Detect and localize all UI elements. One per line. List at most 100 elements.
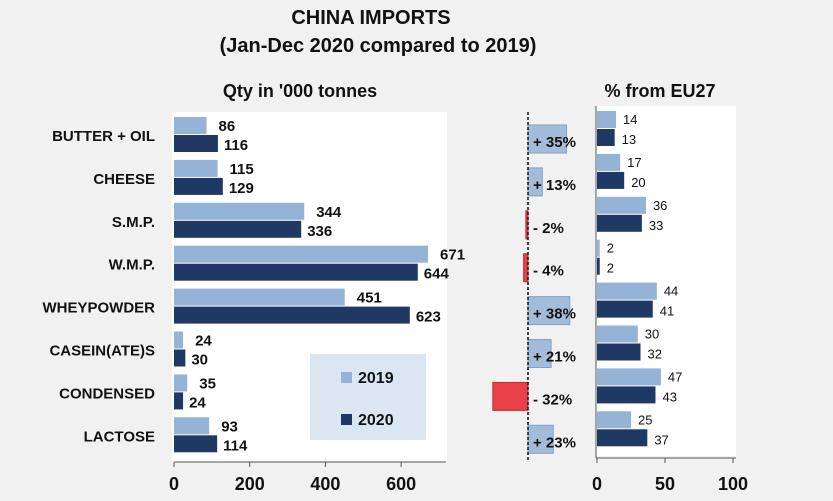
chart-subtitle: (Jan-Dec 2020 compared to 2019) [220,35,537,57]
bar-2020-w-m-p [174,263,418,281]
eu-tick-label: 0 [592,474,602,494]
bar-2020-wheypowder [174,306,410,324]
category-label-casein-ate-s: CASEIN(ATE)S [49,343,155,360]
change-bar-wheypowder [527,296,571,326]
change-label-casein-ate-s: + 21% [533,349,576,366]
eu-bar-2020-cheese [597,171,625,189]
quantity-tick-label: 200 [235,474,265,494]
eu-bar-2019-casein-ate-s [597,325,638,343]
change-label-butter-oil: + 35% [533,134,576,151]
eu-bar-2019-butter-oil [597,111,617,128]
value-2019-butter-oil: 86 [219,118,236,135]
value-2020-butter-oil: 116 [224,137,248,154]
legend-swatch-2020 [341,414,352,425]
value-2020-condensed: 24 [189,394,206,411]
bar-2020-casein-ate-s [174,349,186,367]
change-label-wheypowder: + 38% [533,306,576,323]
bar-2019-wheypowder [174,288,345,306]
bar-2019-butter-oil [174,117,207,134]
eu-value-2019-casein-ate-s: 30 [645,327,659,342]
eu-share-panel-label: % from EU27 [604,81,715,101]
eu-value-2019-cheese: 17 [627,155,641,170]
eu-value-2019-condensed: 47 [668,369,682,384]
legend-swatch-2019 [341,372,352,383]
bar-2019-lactose [174,417,210,435]
quantity-tick-label: 600 [386,474,416,494]
change-label-condensed: - 32% [533,391,572,408]
category-label-condensed: CONDENSED [59,385,155,402]
value-2019-w-m-p: 671 [440,247,465,264]
eu-value-2019-lactose: 25 [638,412,652,427]
change-label-lactose: + 23% [533,434,576,451]
category-label-wheypowder: WHEYPOWDER [43,300,156,317]
value-2020-lactose: 114 [223,437,248,454]
eu-value-2020-s-m-p: 33 [649,218,663,233]
eu-bar-2020-s-m-p [597,214,642,232]
value-2019-lactose: 93 [221,418,238,435]
eu-value-2020-w-m-p: 2 [607,261,614,276]
value-2020-w-m-p: 644 [424,266,450,283]
quantity-tick-label: 400 [310,474,340,494]
change-bar-condensed [492,381,529,411]
category-label-cheese: CHEESE [93,171,155,188]
eu-bar-2020-lactose [597,429,648,447]
bar-2020-cheese [174,177,223,195]
bar-2019-condensed [174,374,188,392]
category-label-lactose: LACTOSE [84,428,155,445]
value-2020-cheese: 129 [229,180,254,197]
bar-2020-condensed [174,392,184,410]
eu-bar-2019-lactose [597,411,631,429]
change-bar-butter-oil [527,124,567,154]
change-label-w-m-p: - 4% [533,263,564,280]
value-2020-wheypowder: 623 [416,309,441,326]
category-label-w-m-p: W.M.P. [109,257,155,274]
change-bar-cheese [527,167,543,197]
change-bar-lactose [527,424,554,454]
eu-bar-2019-cheese [597,153,621,171]
legend-label-2020: 2020 [358,412,394,429]
bar-2020-lactose [174,435,218,453]
eu-bar-2020-casein-ate-s [597,343,641,361]
value-2019-condensed: 35 [199,375,216,392]
eu-bar-2019-condensed [597,368,661,386]
bar-2020-butter-oil [174,135,218,152]
eu-bar-2020-butter-oil [597,129,615,146]
eu-value-2020-cheese: 20 [631,175,645,190]
eu-value-2019-w-m-p: 2 [607,241,614,256]
eu-value-2019-wheypowder: 44 [664,284,678,299]
eu-bar-2019-w-m-p [597,239,600,257]
eu-value-2019-s-m-p: 36 [653,198,667,213]
quantity-bars: 86 116 115 129 344 336 671 644 451 623 24 30 35 24 93 1… [174,117,465,454]
change-bars: + 35% + 13% - 2% - 4% + 38% + 21% - 32% + 23% [492,124,576,454]
eu-bar-2019-wheypowder [597,282,657,300]
eu-bar-2020-condensed [597,386,656,404]
category-labels: BUTTER + OIL CHEESE S.M.P. W.M.P. WHEYPOWDER… [43,128,156,445]
eu-value-2020-casein-ate-s: 32 [648,347,662,362]
value-2019-cheese: 115 [230,161,254,178]
eu-tick-label: 100 [718,474,748,494]
value-2020-s-m-p: 336 [307,223,332,240]
category-label-butter-oil: BUTTER + OIL [52,128,155,145]
eu-tick-label: 50 [655,474,675,494]
eu-value-2020-wheypowder: 41 [660,304,674,319]
eu-bar-2020-wheypowder [597,300,653,318]
chart-title: CHINA IMPORTS [291,7,450,29]
eu-value-2020-lactose: 37 [654,432,668,447]
value-2019-wheypowder: 451 [357,290,382,307]
eu-value-2019-butter-oil: 14 [623,112,637,127]
eu-value-2020-condensed: 43 [662,389,676,404]
bar-2019-w-m-p [174,245,429,263]
bar-2019-s-m-p [174,202,305,220]
legend-label-2019: 2019 [358,370,394,387]
change-label-s-m-p: - 2% [533,220,564,237]
value-2020-casein-ate-s: 30 [191,352,208,369]
legend: 2019 2020 [310,354,426,440]
bar-2019-cheese [174,159,218,177]
bar-2019-casein-ate-s [174,331,184,349]
legend-box [310,354,426,440]
category-label-s-m-p: S.M.P. [112,214,155,231]
axes: 0 200 400 600 0 50 100 [169,106,748,494]
eu-bar-2020-w-m-p [597,257,600,275]
bar-2020-s-m-p [174,220,302,238]
